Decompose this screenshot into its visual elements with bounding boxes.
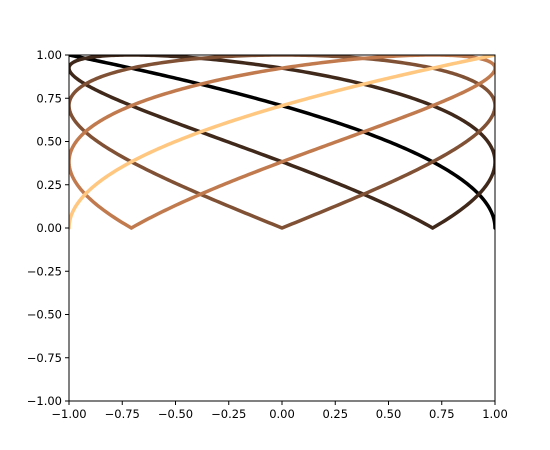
y-tick-label: 0.75 [36,91,62,105]
x-tick-label: 0.25 [322,407,348,421]
series-layer [69,55,495,230]
x-tick-label: 0.00 [269,407,295,421]
x-tick-label: −0.25 [211,407,246,421]
y-tick-label: 0.25 [36,178,62,192]
y-tick-label: −0.50 [27,308,62,322]
y-tick-label: 0.50 [36,135,62,149]
series-line-5 [69,55,495,230]
y-tick-label: −1.00 [27,394,62,408]
x-tick-label: 1.00 [482,407,508,421]
x-tick-label: 0.50 [376,407,402,421]
y-tick-label: −0.75 [27,351,62,365]
x-tick-label: −0.50 [158,407,193,421]
x-axis: −1.00 −0.75 −0.50 −0.25 0.00 0.25 0.50 0.75 1.00 [51,401,508,421]
x-tick-label: −1.00 [51,407,86,421]
x-tick-label: 0.75 [429,407,455,421]
y-tick-label: −0.25 [27,264,62,278]
x-tick-label: −0.75 [105,407,140,421]
series-line-2 [69,55,495,230]
y-tick-label: 0.00 [36,221,62,235]
series-line-3 [69,55,495,230]
series-line-4 [69,55,495,230]
y-axis: −1.00 −0.75 −0.50 −0.25 0.00 0.25 0.50 0.75 1.00 [27,48,69,408]
series-line-1 [69,55,495,230]
y-tick-label: 1.00 [36,48,62,62]
